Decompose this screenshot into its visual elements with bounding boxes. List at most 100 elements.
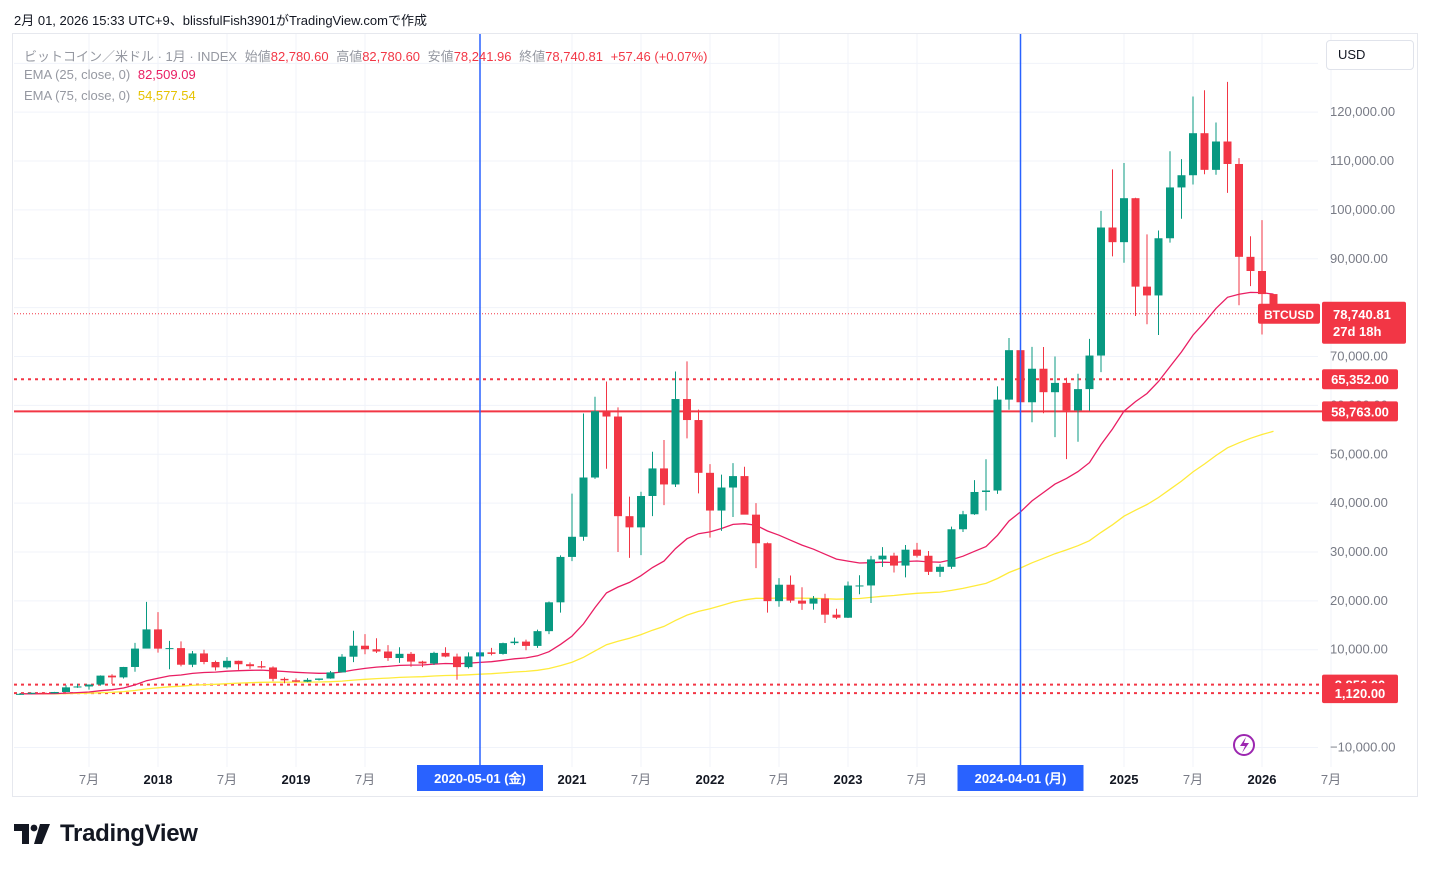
candle: [1200, 133, 1209, 170]
y-tick-label: 100,000.00: [1330, 202, 1395, 217]
candle: [982, 490, 990, 492]
candle: [441, 652, 450, 657]
candle: [729, 476, 737, 488]
candle: [936, 566, 944, 572]
candle: [959, 514, 967, 530]
ema75-label: EMA (75, close, 0): [24, 88, 131, 103]
candle: [568, 536, 576, 557]
x-tick-label: 7月: [1321, 772, 1341, 787]
candle: [269, 667, 277, 679]
candle: [487, 652, 496, 654]
candle: [947, 529, 956, 567]
candle: [315, 678, 323, 680]
ema75-legend[interactable]: EMA (75, close, 0) 54,577.54: [24, 88, 200, 103]
low-label: 安値: [427, 49, 454, 64]
candle: [1154, 238, 1163, 296]
high-label: 高値: [336, 49, 363, 64]
candle: [280, 678, 289, 681]
x-tick-label: 7月: [217, 772, 237, 787]
ema75-layer: [20, 430, 1274, 695]
vertical-markers: 2020-05-01 (金) 2024-04-01 (月): [417, 34, 1084, 791]
chart-creation-info: 2月 01, 2026 15:33 UTC+9、blissfulFish3901…: [14, 13, 427, 28]
y-tick-label: 120,000.00: [1330, 104, 1395, 119]
candle: [188, 653, 197, 665]
time-axis: 7月 2018 7月 2019 7月 2021 7月 2022 7月 2023 7月 2025 7月 20…: [79, 772, 1341, 787]
candle: [303, 679, 312, 682]
date-marker-label: 2024-04-01 (月): [975, 771, 1067, 786]
candle: [16, 693, 24, 695]
y-tick-label: 40,000.00: [1330, 495, 1388, 510]
candle: [85, 684, 93, 687]
candle: [1108, 227, 1117, 243]
candle: [257, 666, 266, 668]
level-price-label: 58,763.00: [1331, 404, 1389, 419]
low-value: 78,241.96: [453, 49, 512, 64]
level-price-tag: [1322, 369, 1398, 390]
candle: [1051, 382, 1059, 393]
candle: [372, 649, 381, 652]
candle: [234, 660, 243, 665]
candle: [1062, 382, 1071, 411]
lightning-icon[interactable]: [1233, 734, 1255, 756]
ohlc-legend: ビットコイン／米ドル · 1月 · INDEX 始値82,780.60 高値82…: [24, 46, 712, 65]
candle: [740, 476, 749, 515]
candle: [648, 468, 657, 496]
candle: [108, 675, 116, 678]
x-tick-label: 7月: [769, 772, 789, 787]
open-label: 始値: [244, 49, 271, 64]
candle: [809, 598, 818, 604]
candle: [706, 472, 714, 511]
candle: [993, 399, 1002, 491]
y-tick-label: 50,000.00: [1330, 446, 1388, 461]
candle: [27, 692, 36, 694]
x-tick-label: 2025: [1110, 772, 1139, 787]
candle: [200, 653, 208, 662]
close-value: 78,740.81: [545, 49, 604, 64]
candle: [510, 641, 519, 644]
symbol-description[interactable]: ビットコイン／米ドル · 1月 · INDEX: [24, 49, 238, 64]
x-tick-label: 2018: [144, 772, 173, 787]
ema75-line: [20, 430, 1274, 695]
x-tick-label: 2023: [834, 772, 863, 787]
ema25-layer: [20, 291, 1274, 695]
candle: [1166, 187, 1174, 239]
ema25-legend[interactable]: EMA (25, close, 0) 82,509.09: [24, 67, 200, 82]
candle: [1246, 256, 1255, 272]
symbol-tag-label: BTCUSD: [1264, 308, 1314, 322]
candle: [602, 411, 611, 417]
tradingview-logo-text: TradingView: [60, 820, 198, 847]
tradingview-logo-icon: [14, 824, 50, 844]
candle: [671, 399, 680, 485]
candle: [453, 656, 461, 668]
candle: [1085, 355, 1094, 390]
candle: [131, 648, 139, 667]
x-tick-label: 7月: [1183, 772, 1203, 787]
tradingview-logo[interactable]: TradingView: [14, 820, 198, 848]
candle: [1235, 163, 1243, 257]
candle: [1028, 368, 1036, 403]
candle: [223, 660, 231, 668]
currency-button[interactable]: USD: [1326, 40, 1414, 70]
candle: [1189, 133, 1197, 176]
candle: [62, 687, 70, 692]
candle: [614, 416, 622, 517]
candle: [832, 614, 841, 618]
candle: [430, 652, 438, 664]
y-tick-label: 90,000.00: [1330, 251, 1388, 266]
candle: [821, 598, 829, 615]
candle: [556, 556, 565, 603]
candle: [533, 631, 542, 646]
candle: [878, 555, 887, 560]
candle: [464, 656, 473, 668]
x-tick-label: 2021: [558, 772, 587, 787]
candle: [119, 666, 128, 678]
candle: [292, 680, 300, 682]
chart-pane[interactable]: [12, 33, 1418, 797]
y-tick-label: 20,000.00: [1330, 593, 1388, 608]
y-tick-label: −10,000.00: [1330, 739, 1395, 754]
lightning-circle: [1233, 734, 1255, 756]
ema25-value: 82,509.09: [137, 67, 196, 82]
candle: [1223, 141, 1232, 164]
candle: [96, 675, 105, 685]
